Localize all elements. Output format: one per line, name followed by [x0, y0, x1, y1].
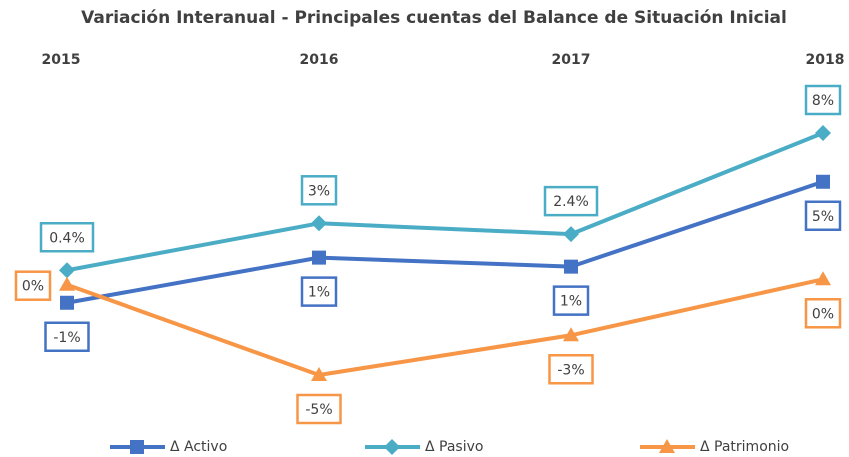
point — [60, 295, 74, 310]
legend-label: Δ Pasivo — [425, 439, 483, 455]
data-label-box — [552, 285, 590, 316]
legend-marker — [384, 439, 400, 455]
point — [59, 276, 75, 291]
legend-marker — [130, 440, 144, 454]
data-label-box — [804, 84, 842, 116]
x-tick-label: 2015 — [42, 52, 81, 68]
legend-label: Δ Patrimonio — [700, 439, 789, 455]
point — [312, 250, 326, 265]
data-label: 8% — [812, 93, 834, 109]
data-label: 2.4% — [553, 194, 589, 210]
chart-title: Variación Interanual - Principales cuent… — [81, 8, 787, 28]
legend-marker — [659, 439, 675, 453]
data-label-box — [296, 393, 342, 425]
data-label: 0% — [22, 279, 44, 295]
data-label-box — [543, 185, 599, 217]
legend-label: Δ Activo — [170, 439, 227, 455]
data-label-box — [14, 270, 52, 301]
point — [59, 262, 75, 279]
data-label-box — [804, 298, 842, 329]
data-label: -1% — [53, 330, 80, 346]
point — [311, 215, 327, 232]
x-tick-label: 2016 — [300, 52, 339, 68]
point — [311, 367, 327, 381]
data-label-box — [44, 321, 90, 353]
series-line — [66, 277, 824, 377]
data-label: 1% — [560, 294, 582, 310]
x-tick-label: 2017 — [552, 52, 591, 68]
data-label: 5% — [812, 209, 834, 225]
point — [815, 271, 831, 286]
data-label-box — [39, 222, 95, 253]
series-line — [66, 179, 824, 305]
data-label-box — [300, 175, 338, 206]
x-tick-label: 2018 — [806, 52, 845, 68]
point — [563, 327, 579, 342]
point — [815, 125, 831, 141]
data-label: 1% — [308, 285, 330, 301]
data-label: 0% — [812, 306, 834, 322]
data-label: 3% — [308, 183, 330, 199]
point — [816, 174, 830, 189]
point — [564, 259, 578, 274]
data-label: 0.4% — [49, 230, 85, 246]
series-line — [66, 131, 824, 273]
data-label-box — [804, 200, 842, 232]
data-label: -3% — [557, 362, 584, 378]
data-label: -5% — [305, 402, 332, 418]
data-label-box — [548, 354, 594, 385]
data-label-box — [300, 276, 338, 307]
point — [563, 226, 579, 243]
